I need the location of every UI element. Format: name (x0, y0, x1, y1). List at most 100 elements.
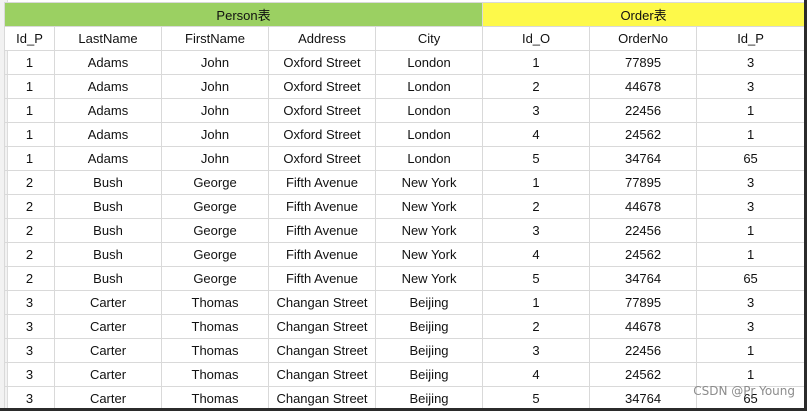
cell-id-o: 5 (482, 266, 591, 291)
right-border (804, 0, 807, 411)
cell-id-p: 1 (4, 122, 55, 147)
cell-order-id-p: 1 (696, 218, 806, 243)
cell-id-o: 1 (482, 170, 591, 195)
order-table-header: Order表 (482, 2, 806, 27)
table-row: 3 Carter Thomas Changan Street Beijing 2 44678… (4, 314, 806, 339)
cell-order-id-p: 65 (696, 386, 806, 411)
cell-firstname: John (161, 74, 269, 99)
cell-city: London (374, 50, 484, 75)
cell-order-id-p: 1 (696, 362, 806, 387)
cell-address: Oxford Street (268, 74, 376, 99)
cell-order-id-p: 3 (696, 314, 806, 339)
column-header-order-id-p: Id_P (696, 26, 806, 51)
cell-address: Fifth Avenue (268, 266, 376, 291)
table-row: 2 Bush George Fifth Avenue New York 3 22456 1 (4, 218, 806, 243)
cell-orderno: 34764 (589, 266, 698, 291)
column-header-id-o: Id_O (482, 26, 591, 51)
cell-firstname: John (161, 146, 269, 171)
table-row: 2 Bush George Fifth Avenue New York 4 24562 1 (4, 242, 806, 267)
cell-id-p: 3 (4, 362, 55, 387)
cell-orderno: 24562 (589, 362, 698, 387)
cell-firstname: George (161, 266, 269, 291)
bottom-border (0, 408, 807, 411)
cell-lastname: Bush (54, 170, 162, 195)
cell-id-p: 3 (4, 314, 55, 339)
cell-id-p: 1 (4, 98, 55, 123)
cell-id-p: 2 (4, 170, 55, 195)
cell-firstname: Thomas (161, 290, 269, 315)
cell-orderno: 77895 (589, 50, 698, 75)
cell-lastname: Adams (54, 74, 162, 99)
cell-id-o: 5 (482, 386, 591, 411)
cell-firstname: George (161, 242, 269, 267)
table-row: 3 Carter Thomas Changan Street Beijing 4 24562… (4, 362, 806, 387)
cell-id-o: 2 (482, 74, 591, 99)
cell-city: New York (374, 194, 484, 219)
cell-id-o: 4 (482, 362, 591, 387)
cell-orderno: 22456 (589, 338, 698, 363)
table-row: 1 Adams John Oxford Street London 4 24562 1 (4, 122, 806, 147)
cell-firstname: John (161, 98, 269, 123)
cell-id-p: 1 (4, 50, 55, 75)
cell-id-p: 3 (4, 338, 55, 363)
cell-id-o: 4 (482, 122, 591, 147)
cell-order-id-p: 3 (696, 50, 806, 75)
cell-orderno: 77895 (589, 290, 698, 315)
cell-lastname: Bush (54, 242, 162, 267)
cell-id-o: 1 (482, 50, 591, 75)
column-header-orderno: OrderNo (589, 26, 698, 51)
cell-id-p: 3 (4, 386, 55, 411)
cell-lastname: Carter (54, 290, 162, 315)
cell-city: New York (374, 266, 484, 291)
cell-id-p: 2 (4, 218, 55, 243)
cell-id-p: 3 (4, 290, 55, 315)
cell-lastname: Carter (54, 362, 162, 387)
cell-id-p: 1 (4, 146, 55, 171)
cell-address: Changan Street (268, 338, 376, 363)
cell-address: Oxford Street (268, 122, 376, 147)
cell-city: Beijing (374, 362, 484, 387)
cell-address: Changan Street (268, 314, 376, 339)
table-row: 1 Adams John Oxford Street London 2 44678 3 (4, 74, 806, 99)
cell-id-p: 2 (4, 242, 55, 267)
cell-address: Oxford Street (268, 146, 376, 171)
table-row: 2 Bush George Fifth Avenue New York 1 77895 3 (4, 170, 806, 195)
cell-id-p: 2 (4, 194, 55, 219)
cell-firstname: John (161, 50, 269, 75)
cell-city: London (374, 122, 484, 147)
column-header-lastname: LastName (54, 26, 162, 51)
cell-id-p: 2 (4, 266, 55, 291)
cell-orderno: 44678 (589, 74, 698, 99)
cell-address: Fifth Avenue (268, 170, 376, 195)
cell-order-id-p: 1 (696, 98, 806, 123)
cell-order-id-p: 1 (696, 122, 806, 147)
cell-lastname: Carter (54, 338, 162, 363)
column-header-row: Id_P LastName FirstName Address City Id_… (4, 26, 806, 51)
cell-id-p: 1 (4, 74, 55, 99)
cell-lastname: Adams (54, 98, 162, 123)
cell-address: Fifth Avenue (268, 194, 376, 219)
cell-orderno: 44678 (589, 194, 698, 219)
cell-lastname: Carter (54, 314, 162, 339)
cell-lastname: Adams (54, 50, 162, 75)
cell-order-id-p: 3 (696, 290, 806, 315)
cell-lastname: Carter (54, 386, 162, 411)
cell-orderno: 34764 (589, 386, 698, 411)
cell-address: Fifth Avenue (268, 218, 376, 243)
cell-orderno: 77895 (589, 170, 698, 195)
cell-address: Changan Street (268, 362, 376, 387)
cell-city: New York (374, 242, 484, 267)
cell-id-o: 1 (482, 290, 591, 315)
cell-firstname: Thomas (161, 362, 269, 387)
table-row: 1 Adams John Oxford Street London 5 34764 65 (4, 146, 806, 171)
joined-table: Person表 Order表 Id_P LastName FirstName A… (3, 2, 806, 411)
cell-lastname: Adams (54, 146, 162, 171)
cell-lastname: Adams (54, 122, 162, 147)
cell-address: Fifth Avenue (268, 242, 376, 267)
cell-id-o: 2 (482, 314, 591, 339)
cell-order-id-p: 65 (696, 266, 806, 291)
cell-city: New York (374, 170, 484, 195)
cell-city: Beijing (374, 338, 484, 363)
cell-city: Beijing (374, 314, 484, 339)
